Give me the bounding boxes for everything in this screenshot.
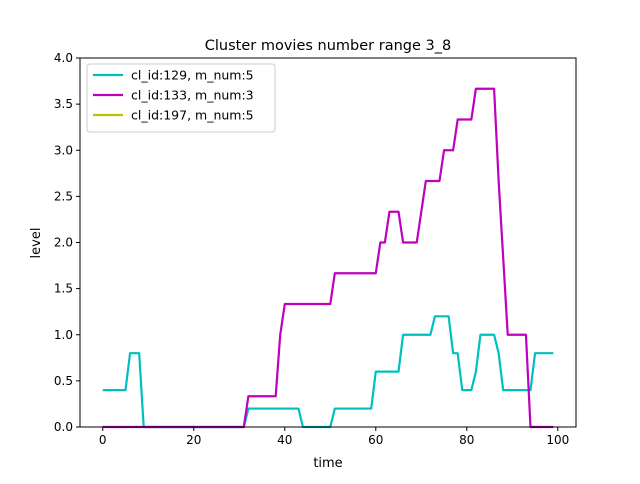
x-tick-label: 20 — [186, 433, 201, 447]
series-line-2 — [102, 87, 554, 429]
x-axis-label: time — [313, 456, 342, 471]
x-tick-label: 40 — [277, 433, 292, 447]
y-axis-label: level — [29, 228, 44, 259]
y-tick-label: 1.0 — [54, 328, 73, 342]
legend-label-1: cl_id:129, m_num:5 — [131, 68, 254, 83]
y-tick-label: 3.0 — [54, 143, 73, 157]
x-tick-label: 100 — [546, 433, 569, 447]
x-tick-label: 80 — [459, 433, 474, 447]
y-tick-label: 3.5 — [54, 97, 73, 111]
y-tick-label: 2.5 — [54, 189, 73, 203]
legend-label-3: cl_id:197, m_num:5 — [131, 108, 254, 123]
legend-box — [86, 63, 276, 133]
y-tick-label: 4.0 — [54, 51, 73, 65]
x-tick-label: 60 — [368, 433, 383, 447]
chart-title: Cluster movies number range 3_8 — [205, 38, 451, 54]
x-axis: 0 20 40 60 80 100 — [99, 427, 569, 447]
legend-label-2: cl_id:133, m_num:3 — [131, 88, 254, 103]
x-tick-label: 0 — [99, 433, 107, 447]
y-tick-label: 0.5 — [54, 374, 73, 388]
y-tick-label: 2.0 — [54, 236, 73, 250]
y-tick-label: 1.5 — [54, 282, 73, 296]
y-tick-label: 0.0 — [54, 420, 73, 434]
legend: cl_id:129, m_num:5 cl_id:133, m_num:3 cl_i… — [86, 63, 276, 133]
y-axis: 0.0 0.5 1.0 1.5 2.0 2.5 3.0 3.5 4.0 — [54, 51, 80, 434]
